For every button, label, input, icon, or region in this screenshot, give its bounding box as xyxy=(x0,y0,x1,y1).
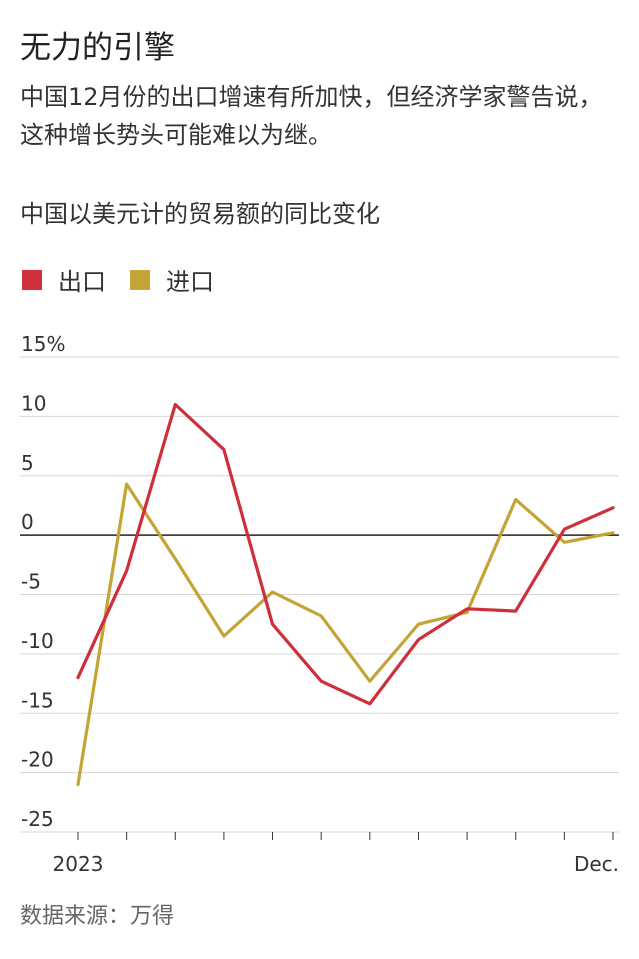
legend-item-exports: 出口 xyxy=(22,262,106,297)
series-line-imports xyxy=(76,482,615,787)
line-chart: 15% 10 5 0 -5 -10 -15 -20 -25 2023 Dec. xyxy=(20,332,619,876)
legend: 出口 进口 xyxy=(22,262,238,297)
legend-label-exports: 出口 xyxy=(58,268,106,296)
x-tick-label: 2023 xyxy=(53,852,104,876)
legend-item-imports: 进口 xyxy=(130,262,214,297)
y-tick-label: -25 xyxy=(21,807,54,831)
y-tick-label: -10 xyxy=(21,629,54,653)
legend-swatch-exports xyxy=(22,269,42,290)
source-note: 数据来源：万得 xyxy=(20,904,175,929)
page-title: 无力的引擎 xyxy=(20,30,175,66)
y-tick-label: 15% xyxy=(21,332,65,356)
y-tick-label: 10 xyxy=(21,391,46,415)
legend-swatch-imports xyxy=(130,269,150,290)
page-subtitle: 中国12月份的出口增速有所加快，但经济学家警告说，这种增长势头可能难以为继。 xyxy=(20,83,603,149)
x-tick-label: Dec. xyxy=(574,852,619,876)
y-tick-label: -15 xyxy=(21,688,54,712)
legend-label-imports: 进口 xyxy=(166,268,214,296)
chart-title: 中国以美元计的贸易额的同比变化 xyxy=(20,200,380,228)
y-tick-label: 5 xyxy=(21,451,34,475)
y-tick-label: 0 xyxy=(21,510,34,534)
y-tick-label: -20 xyxy=(21,748,54,772)
series-line-exports xyxy=(76,402,615,706)
y-tick-label: -5 xyxy=(21,570,41,594)
